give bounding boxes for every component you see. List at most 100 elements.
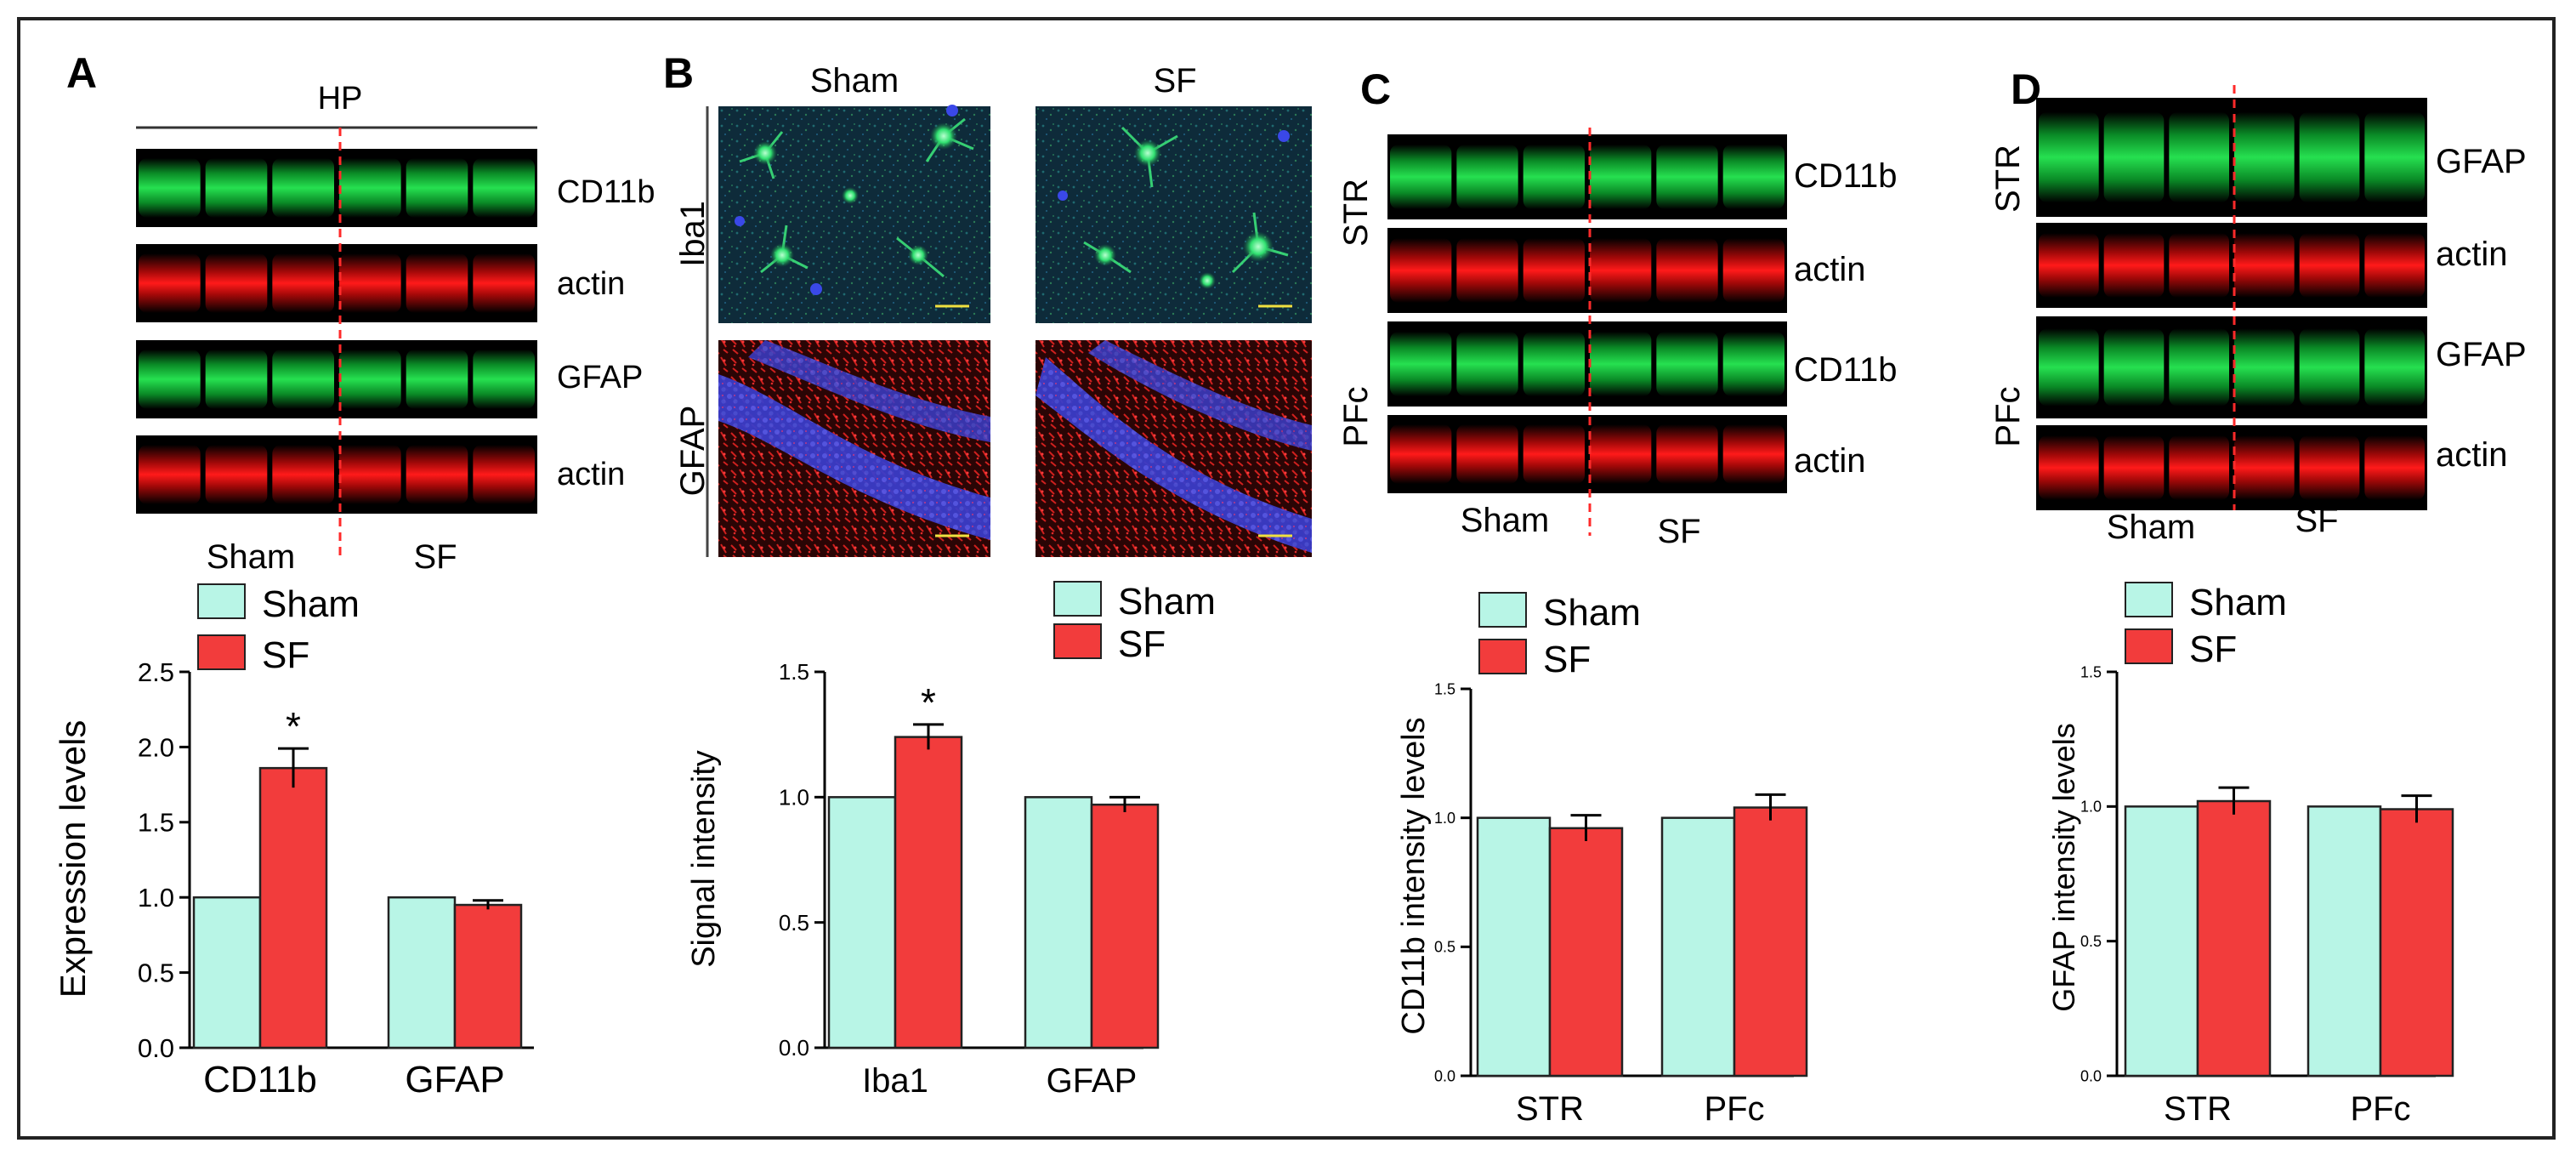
panel-a-band-2-4 <box>339 253 401 313</box>
panel-b-col-sf: SF <box>1153 62 1196 100</box>
panel-d-band-2-6 <box>2364 233 2425 298</box>
panel-c-band-1-3 <box>1523 145 1585 209</box>
panel-a-band-1-5 <box>406 158 468 218</box>
panel-c-band-2-5 <box>1656 238 1718 303</box>
panel-c-band-3-6 <box>1722 332 1784 396</box>
chart-d-xtick-label-str: STR <box>2164 1090 2232 1128</box>
chart-a-legend-swatch-sham <box>197 583 246 619</box>
panel-a: A HP CD11b actin GFAP actin Sham SF <box>66 49 655 576</box>
panel-c-band-4-5 <box>1656 424 1718 484</box>
panel-c-region-pfc: PFc <box>1337 386 1375 446</box>
panel-c-band-2-4 <box>1590 238 1652 303</box>
panel-d-blots <box>2036 98 2427 510</box>
chart-a-ytick-label-2: 1.0 <box>138 883 174 913</box>
chart-b-errorbar-gfap-sf <box>1109 795 1140 813</box>
panel-c-band-2-1 <box>1390 238 1452 303</box>
figure-frame <box>17 17 2556 1140</box>
micrograph-gfap-sf <box>1036 340 1312 557</box>
chart-a-errorbar-cd11b-sf <box>278 747 309 788</box>
panel-a-band-2-6 <box>473 253 535 313</box>
panel-a-band-4-6 <box>473 445 535 504</box>
panel-a-blot-label-2: actin <box>557 266 625 302</box>
chart-b-xtick-label-iba1: Iba1 <box>862 1062 928 1100</box>
panel-d-band-2-2 <box>2103 233 2165 298</box>
panel-c-band-3-4 <box>1590 332 1652 396</box>
panel-c-band-4-6 <box>1722 424 1784 484</box>
panel-d-strip-4 <box>2036 425 2427 510</box>
panel-d-band-3-5 <box>2299 328 2360 407</box>
panel-d-band-3-1 <box>2039 328 2099 407</box>
chart-d-ytick-label-1: 0.5 <box>2080 933 2102 950</box>
panel-a-band-2-2 <box>205 253 268 313</box>
chart-c-ytick-label-2: 1.0 <box>1434 810 1455 827</box>
chart-c-errorbar-pfc-sf <box>1755 793 1786 821</box>
chart-d: Sham SF 0.0 0.5 1.0 1.5 GFAP intensity levels S… <box>2046 582 2454 1128</box>
panel-c-band-2-3 <box>1523 238 1585 303</box>
chart-a-errorbar-gfap-sf <box>473 899 503 910</box>
chart-c-bar-pfc-sham <box>1660 816 1736 1078</box>
chart-c-xtick-label-str: STR <box>1516 1090 1584 1128</box>
micrograph-gfap-sham <box>718 340 990 557</box>
panel-d-band-4-3 <box>2169 435 2229 500</box>
panel-d-band-4-2 <box>2103 435 2165 500</box>
chart-a-legend-label-sf: SF <box>262 634 309 676</box>
chart-c-ytick-label-0: 0.0 <box>1434 1067 1455 1084</box>
panel-d-band-2-1 <box>2039 233 2099 298</box>
chart-c-legend-label-sham: Sham <box>1543 592 1641 634</box>
chart-b-ylabel: Signal intensity <box>686 750 722 968</box>
chart-b-errorbar-iba1-sf <box>913 723 944 750</box>
chart-b-legend-swatch-sf <box>1053 623 1102 659</box>
panel-a-band-4-2 <box>205 445 268 504</box>
chart-b-ytick-label-1: 0.5 <box>779 910 809 935</box>
panel-b: B Sham SF Iba1 GFAP <box>663 49 1312 557</box>
panel-a-band-1-6 <box>473 158 535 218</box>
panel-a-band-3-6 <box>473 350 535 409</box>
panel-a-band-4-1 <box>139 445 201 504</box>
panel-a-band-1-1 <box>139 158 201 218</box>
panel-d-band-2-3 <box>2169 233 2229 298</box>
chart-d-legend-swatch-sf <box>2125 628 2173 664</box>
chart-a-legend-swatch-sf <box>197 634 246 670</box>
chart-d-ytick-label-3: 1.5 <box>2080 663 2102 680</box>
panel-a-strip-bg-4 <box>136 435 537 514</box>
chart-a-bar-gfap-sham <box>387 896 457 1049</box>
panel-a-region: HP <box>318 81 363 117</box>
panel-a-strip-4 <box>136 435 537 514</box>
panel-d-strip-1 <box>2036 98 2427 217</box>
panel-c-band-3-5 <box>1656 332 1718 396</box>
panel-a-band-4-4 <box>339 445 401 504</box>
panel-d-strip-bg-4 <box>2036 425 2427 510</box>
chart-d-legend-label-sham: Sham <box>2189 582 2287 623</box>
chart-b-legend-swatch-sham <box>1053 581 1102 617</box>
panel-c-band-4-2 <box>1456 424 1518 484</box>
chart-b-legend-label-sham: Sham <box>1118 581 1216 623</box>
panel-a-band-1-3 <box>272 158 334 218</box>
panel-d-group-sf: SF <box>2295 502 2338 539</box>
panel-a-blots <box>136 149 537 514</box>
panel-a-blot-label-1: CD11b <box>557 174 655 210</box>
panel-d-band-1-5 <box>2299 111 2360 203</box>
panel-a-band-3-3 <box>272 350 334 409</box>
chart-c-ytick-label-3: 1.5 <box>1434 680 1455 697</box>
chart-c-ytick-label-1: 0.5 <box>1434 939 1455 956</box>
panel-a-strip-bg-2 <box>136 244 537 322</box>
panel-d-band-2-4 <box>2234 233 2295 298</box>
panel-a-band-2-1 <box>139 253 201 313</box>
panel-a-strip-1 <box>136 149 537 227</box>
panel-c-band-4-1 <box>1390 424 1452 484</box>
panel-d-region-str: STR <box>1989 145 2027 213</box>
panel-a-strip-3 <box>136 340 537 418</box>
panel-d-band-4-6 <box>2364 435 2425 500</box>
panel-d-band-1-1 <box>2039 111 2099 203</box>
chart-d-bar-pfc-sham <box>2306 805 2382 1078</box>
panel-d-band-1-4 <box>2234 111 2295 203</box>
panel-b-letter: B <box>663 49 694 97</box>
chart-d-bar-pfc-sf <box>2379 808 2454 1078</box>
micrograph-iba1-sf <box>1036 106 1312 323</box>
chart-c-legend-swatch-sham <box>1478 592 1527 628</box>
chart-b-bar-gfap-sf <box>1090 803 1160 1049</box>
chart-c-bar-str-sham <box>1476 816 1552 1078</box>
chart-c-legend-swatch-sf <box>1478 639 1527 674</box>
panel-d-strip-bg-2 <box>2036 223 2427 308</box>
